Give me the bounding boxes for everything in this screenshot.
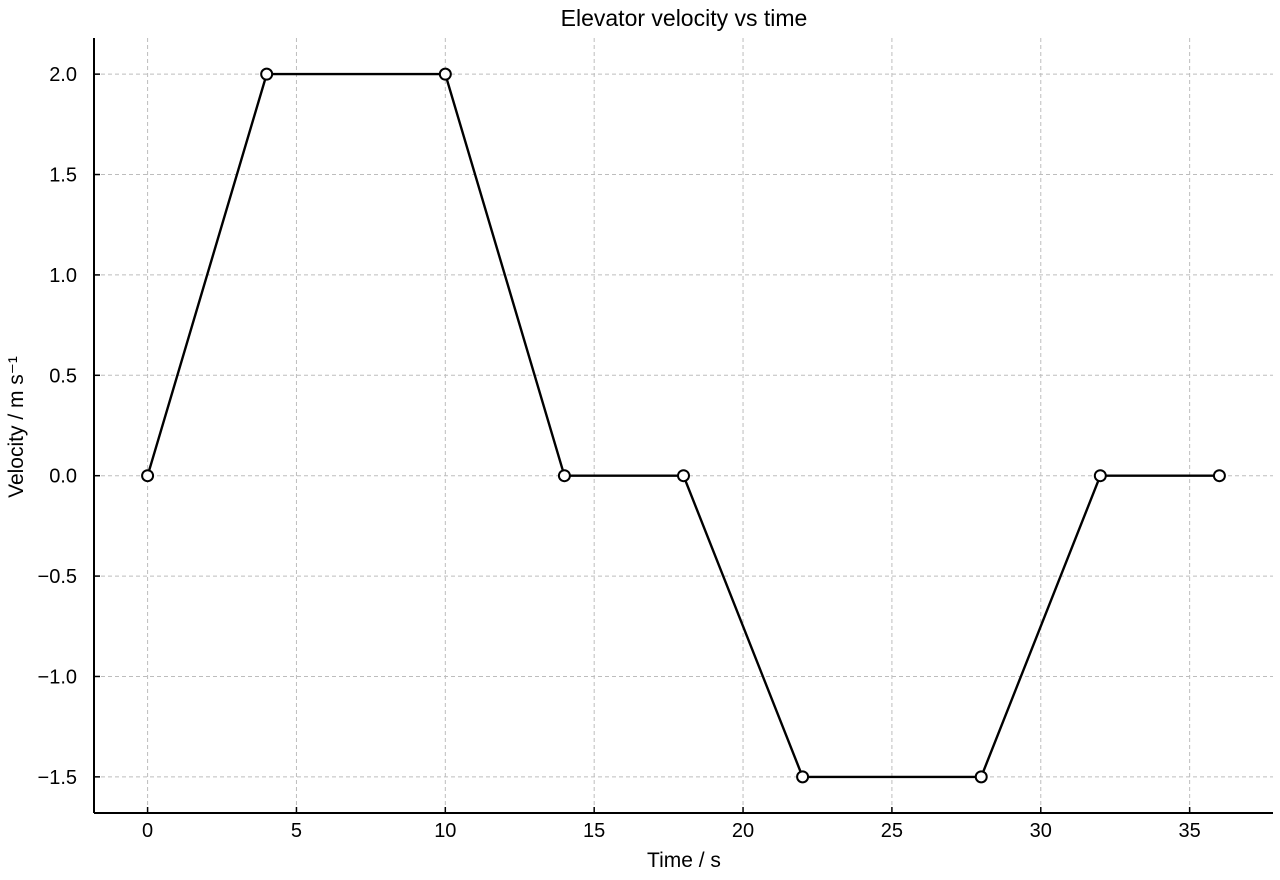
y-tick-label: 1.0 xyxy=(49,265,77,287)
chart-title: Elevator velocity vs time xyxy=(561,5,808,31)
x-tick-label: 25 xyxy=(881,820,903,842)
x-tick-label: 5 xyxy=(291,820,302,842)
y-tick-label: −1.0 xyxy=(38,666,77,688)
y-tick-label: 1.5 xyxy=(49,165,77,187)
x-tick-label: 15 xyxy=(583,820,605,842)
y-tick-label: −0.5 xyxy=(38,566,77,588)
y-axis-title: Velocity / m s⁻¹ xyxy=(5,356,28,498)
x-tick-label: 10 xyxy=(434,820,456,842)
data-point xyxy=(1093,469,1107,483)
x-tick-label: 30 xyxy=(1030,820,1052,842)
data-point xyxy=(141,469,155,483)
series xyxy=(141,67,1226,784)
data-point xyxy=(438,67,452,81)
x-tick-label: 35 xyxy=(1179,820,1201,842)
velocity-series-line xyxy=(146,72,1220,779)
ticks: 0 5 10 15 20 25 30 35 −1.5 −1.0 −0.5 0.0 0.5 1.0 1.5 2.… xyxy=(38,64,1201,842)
data-point xyxy=(677,469,690,483)
y-tick-label: 0.5 xyxy=(49,365,77,387)
x-tick-label: 20 xyxy=(732,820,754,842)
data-point xyxy=(557,469,571,483)
data-point xyxy=(974,770,988,784)
x-tick-label: 0 xyxy=(142,820,153,842)
y-tick-label: 2.0 xyxy=(49,64,77,86)
grid-lines xyxy=(94,38,1273,813)
y-tick-label: −1.5 xyxy=(38,767,77,789)
data-point xyxy=(1212,469,1226,483)
data-point xyxy=(260,67,274,81)
x-axis-title: Time / s xyxy=(647,849,721,872)
y-tick-label: 0.0 xyxy=(49,466,77,488)
data-point xyxy=(796,770,810,784)
axes xyxy=(93,38,1273,814)
